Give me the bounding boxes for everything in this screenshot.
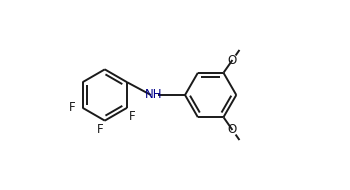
Text: NH: NH — [145, 89, 163, 101]
Text: O: O — [228, 124, 237, 136]
Text: O: O — [228, 54, 237, 66]
Text: F: F — [97, 124, 103, 136]
Text: F: F — [129, 110, 136, 123]
Text: F: F — [69, 101, 76, 114]
